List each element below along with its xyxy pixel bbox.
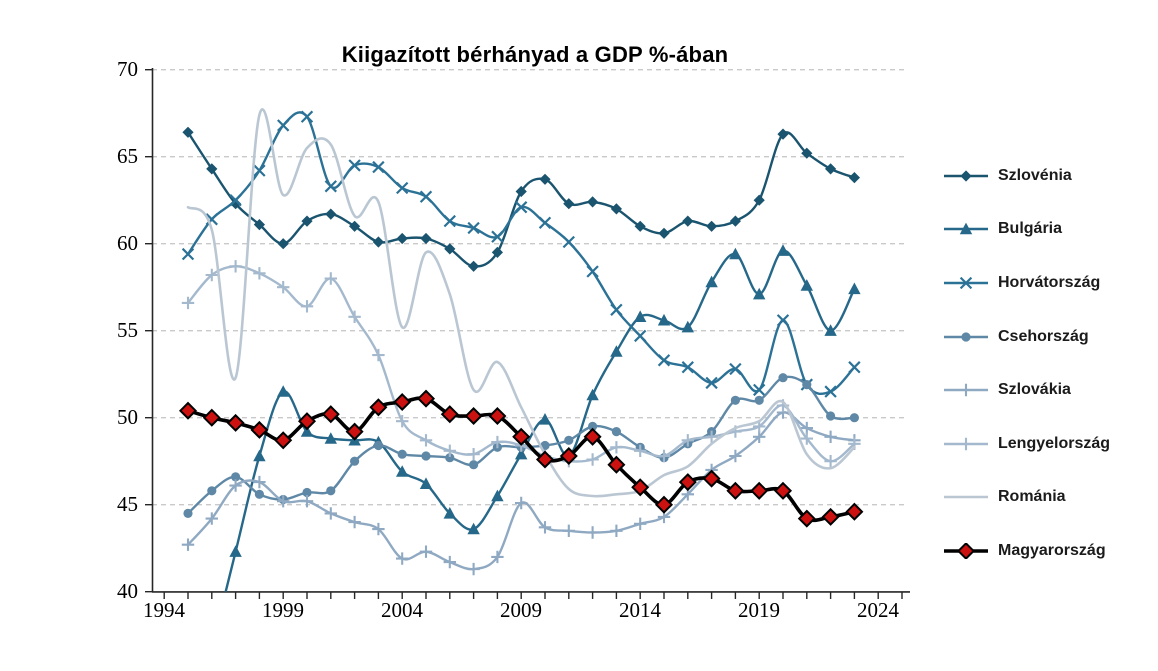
legend-sample-6 (943, 489, 989, 505)
y-tick-label: 45 (117, 492, 138, 516)
legend-item-romania: Románia (943, 487, 1066, 507)
legend-sample-7 (943, 541, 989, 561)
y-tick-label: 65 (117, 144, 138, 168)
legend-sample-0 (943, 168, 989, 184)
legend-label: Szlovákia (998, 381, 1071, 398)
legend-sample-2 (943, 275, 989, 291)
legend-sample-1 (943, 221, 989, 237)
y-tick-label: 55 (117, 318, 138, 342)
legend-label: Csehország (998, 328, 1089, 345)
x-tick-label: 2024 (857, 598, 899, 622)
x-tick-label: 2009 (500, 598, 542, 622)
series-románia (186, 108, 856, 498)
series-magyarország (178, 389, 864, 528)
legend-label: Románia (998, 488, 1066, 505)
legend-item-magyarorszag: Magyarország (943, 541, 1106, 561)
legend-item-lengyelorszag: Lengyelország (943, 434, 1110, 454)
y-tick-label: 40 (117, 579, 138, 603)
legend-label: Szlovénia (998, 167, 1072, 184)
y-tick-label: 60 (117, 231, 138, 255)
legend-sample-4 (943, 382, 989, 398)
legend-label: Lengyelország (998, 435, 1111, 452)
legend-item-bulgaria: Bulgária (943, 219, 1062, 239)
legend-item-csehorszag: Csehország (943, 327, 1089, 347)
y-tick-label: 50 (117, 405, 138, 429)
series-horvátország (181, 110, 861, 398)
x-tick-label: 2014 (619, 598, 661, 622)
x-tick-label: 2019 (738, 598, 780, 622)
legend-label: Bulgária (998, 220, 1063, 237)
series-szlovénia (182, 126, 860, 272)
legend-label: Magyarország (998, 542, 1106, 559)
legend-item-szlovenia: Szlovénia (943, 166, 1072, 186)
legend-item-horvatorszag: Horvátország (943, 273, 1100, 293)
x-tick-label: 1994 (143, 598, 185, 622)
chart-title: Kiigazított bérhányad a GDP %-ában (341, 42, 729, 67)
legend-sample-3 (943, 329, 989, 345)
x-tick-label: 1999 (262, 598, 304, 622)
y-tick-label: 70 (117, 57, 138, 81)
legend-sample-5 (943, 436, 989, 452)
legend-label: Horvátország (998, 274, 1101, 291)
x-tick-label: 2004 (381, 598, 423, 622)
legend-item-szlovakia: Szlovákia (943, 380, 1071, 400)
series-szlovákia (181, 406, 861, 576)
